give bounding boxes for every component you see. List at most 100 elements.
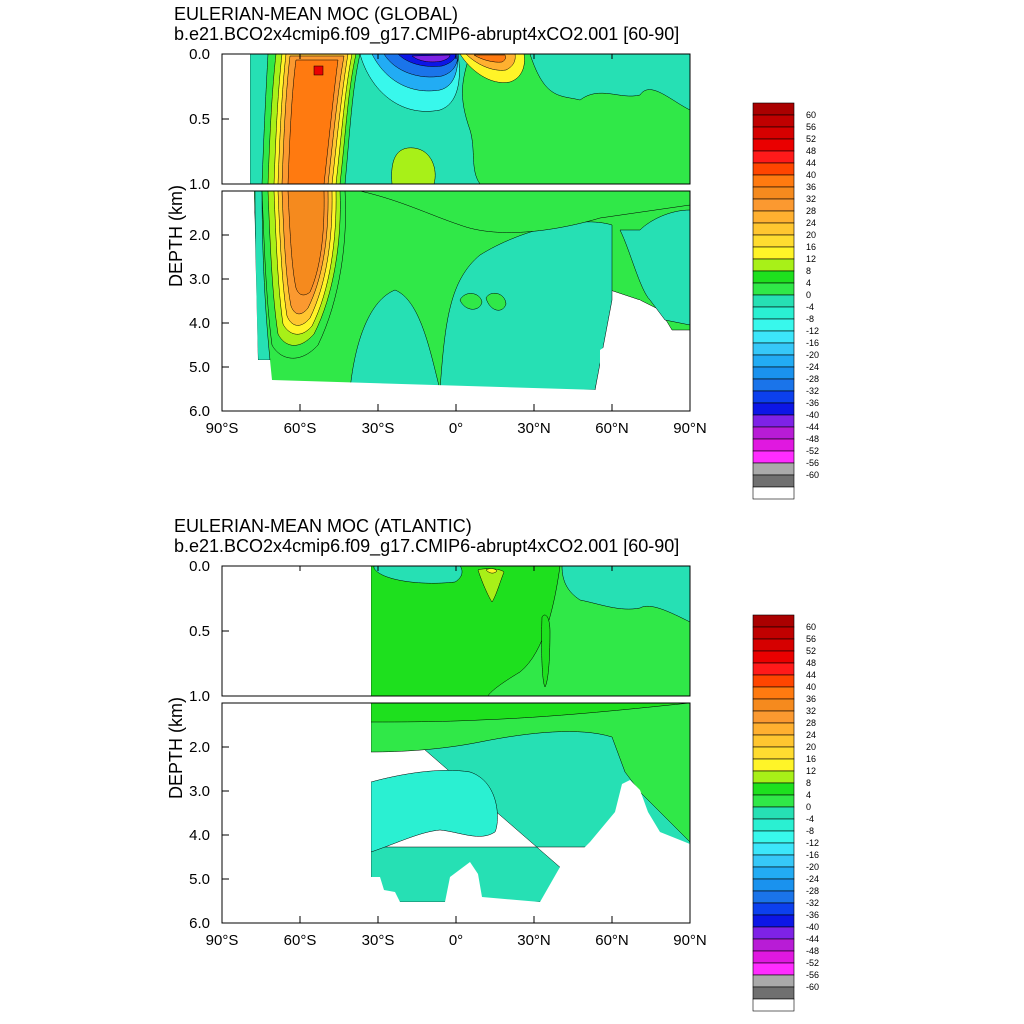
colorbar-box [752, 698, 795, 712]
colorbar-label: 16 [806, 754, 816, 764]
region-pos4-upper-strip [541, 614, 551, 688]
region-neg4-lower-ne [619, 209, 690, 326]
x-tick-label: 30°S [362, 420, 395, 437]
colorbar-label: -20 [806, 862, 819, 872]
colorbar-box [752, 354, 795, 368]
region-neg8-lower [370, 770, 498, 853]
region-sh-cell-lower-6 [287, 191, 325, 296]
upper-depth-field [370, 566, 690, 696]
colorbar: 60565248444036322824201612840-4-8-12-16-… [752, 614, 819, 1012]
land-mask-upper [222, 566, 371, 696]
colorbar-label: 8 [806, 778, 811, 788]
colorbar-box [752, 390, 795, 404]
colorbar-box [752, 734, 795, 748]
colorbar-label: -32 [806, 898, 819, 908]
region-pos4-lower-island-2 [485, 292, 507, 311]
moc-global-chart: 90°S 60°S 30°S 0° 30°N 60°N 90°N 0.0 0.5 1.0 2.0 3.… [166, 46, 819, 500]
colorbar-box [752, 758, 795, 772]
colorbar-label: 56 [806, 122, 816, 132]
colorbar-label: -60 [806, 982, 819, 992]
colorbar-label: -24 [806, 874, 819, 884]
colorbar-label: 12 [806, 766, 816, 776]
colorbar-label: -44 [806, 934, 819, 944]
y-tick-label: 6.0 [189, 915, 210, 932]
colorbar-label: -12 [806, 326, 819, 336]
colorbar-label: 24 [806, 730, 816, 740]
region-neg4-upper-sw [373, 566, 463, 584]
colorbar-label: -56 [806, 970, 819, 980]
colorbar-label: -32 [806, 386, 819, 396]
colorbar-label: -52 [806, 446, 819, 456]
x-tick-label: 60°S [284, 420, 317, 437]
colorbar-box [752, 222, 795, 236]
y-tick-label: 2.0 [189, 739, 210, 756]
region-pos4-lower [370, 703, 690, 843]
colorbar-label: 48 [806, 146, 816, 156]
y-tick-label: 2.0 [189, 227, 210, 244]
colorbar-label: 24 [806, 218, 816, 228]
colorbar-label: -60 [806, 470, 819, 480]
region-neg4-ne-upper [529, 54, 690, 111]
colorbar-box [752, 174, 795, 188]
colorbar-box [752, 902, 795, 916]
colorbar-label: -36 [806, 398, 819, 408]
colorbar-box [752, 186, 795, 200]
colorbar-label: 36 [806, 182, 816, 192]
colorbar-label: 8 [806, 266, 811, 276]
colorbar-box [752, 722, 795, 736]
lower-depth-field [253, 191, 690, 391]
colorbar-box [752, 462, 795, 476]
colorbar-box [752, 854, 795, 868]
colorbar-box [752, 342, 795, 356]
x-tick-label: 90°N [673, 420, 707, 437]
y-tick-label: 1.0 [189, 688, 210, 705]
chart-subtitle: b.e21.BCO2x4cmip6.f09_g17.CMIP6-abrupt4x… [174, 24, 680, 44]
colorbar-label: 28 [806, 718, 816, 728]
bathymetry-mask-lower [222, 703, 690, 923]
colorbar-label: 28 [806, 206, 816, 216]
colorbar-label: 48 [806, 658, 816, 668]
region-pos4-lower-island-1 [459, 293, 483, 310]
y-axis-label: DEPTH (km) [166, 185, 186, 287]
y-tick-label: 0.5 [189, 111, 210, 128]
y-tick-label: 1.0 [189, 176, 210, 193]
colorbar-label: 16 [806, 242, 816, 252]
y-tick-label: 0.0 [189, 558, 210, 575]
colorbar-box [752, 270, 795, 284]
colorbar-label: 4 [806, 790, 811, 800]
colorbar-box [752, 794, 795, 808]
colorbar-box [752, 662, 795, 676]
y-tick-label: 0.5 [189, 623, 210, 640]
colorbar-label: 44 [806, 158, 816, 168]
y-tick-label: 4.0 [189, 827, 210, 844]
colorbar-box [752, 866, 795, 880]
chart-title: EULERIAN-MEAN MOC (GLOBAL) b.e21.BCO2x4c… [174, 4, 679, 44]
region-neg4-upper-ne [561, 566, 690, 623]
colorbar-label: 0 [806, 802, 811, 812]
colorbar-box [752, 198, 795, 212]
colorbar-box [752, 938, 795, 952]
colorbar-box [752, 710, 795, 724]
x-tick-label: 90°S [206, 420, 239, 437]
colorbar-box [752, 450, 795, 464]
colorbar-box [752, 746, 795, 760]
colorbar-label: 0 [806, 290, 811, 300]
colorbar-box [752, 258, 795, 272]
colorbar-label: -12 [806, 838, 819, 848]
colorbar-label: 12 [806, 254, 816, 264]
colorbar-box [752, 150, 795, 164]
x-tick-label: 60°S [284, 932, 317, 949]
colorbar-label: 44 [806, 670, 816, 680]
y-tick-label: 0.0 [189, 46, 210, 63]
x-tick-label: 90°N [673, 932, 707, 949]
colorbar-box [752, 318, 795, 332]
colorbar-label: 32 [806, 706, 816, 716]
colorbar-box [752, 330, 795, 344]
region-neg4-lower-b [349, 289, 441, 391]
colorbar-box [752, 890, 795, 904]
colorbar-label: -36 [806, 910, 819, 920]
colorbar-box [752, 138, 795, 152]
colorbar-box [752, 246, 795, 260]
region-pos12-upper [485, 568, 498, 574]
y-tick-label: 3.0 [189, 783, 210, 800]
